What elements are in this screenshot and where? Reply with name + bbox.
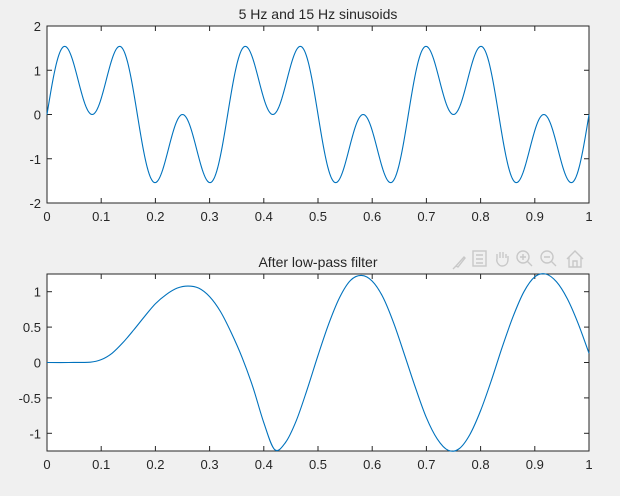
bottom-x-tick-label: 1 (585, 457, 592, 472)
top-x-tick-label: 0.1 (92, 209, 110, 224)
top-y-tick-label: 1 (34, 63, 41, 78)
bottom-x-tick-label: 0.4 (255, 457, 273, 472)
top-y-axis: -2 -1 0 1 2 (29, 19, 589, 211)
top-x-tick-label: 0.3 (201, 209, 219, 224)
bottom-x-tick-label: 0.2 (146, 457, 164, 472)
top-x-axis: 0 0.1 0.2 0.3 0.4 0.5 0.6 0.7 0.8 0.9 1 (43, 26, 593, 224)
bottom-y-tick-label: 0 (34, 356, 41, 371)
bottom-x-tick-label: 0.6 (363, 457, 381, 472)
bottom-series-line (46, 273, 590, 452)
bottom-x-tick-label: 0 (43, 457, 50, 472)
top-x-tick-label: 0.4 (255, 209, 273, 224)
pan-hand-icon[interactable] (496, 252, 509, 267)
bottom-y-tick-label: 0.5 (23, 320, 41, 335)
brush-icon[interactable] (452, 255, 466, 270)
bottom-axes[interactable]: After low-pass filter 0 0.1 0.2 0.3 0.4 0.5 0.… (19, 254, 593, 472)
axes-toolbar[interactable] (452, 250, 584, 270)
bottom-x-tick-label: 0.5 (309, 457, 327, 472)
bottom-y-tick-label: -0.5 (19, 391, 41, 406)
zoom-in-icon[interactable] (516, 250, 533, 267)
bottom-x-tick-label: 0.9 (526, 457, 544, 472)
top-axes[interactable]: 5 Hz and 15 Hz sinusoids 0 0.1 0.2 0.3 0.4 0.… (29, 6, 592, 224)
top-chart-title: 5 Hz and 15 Hz sinusoids (239, 6, 398, 22)
zoom-out-icon[interactable] (540, 250, 557, 267)
home-icon[interactable] (566, 250, 584, 268)
bottom-x-tick-label: 0.1 (92, 457, 110, 472)
bottom-x-tick-label: 0.7 (417, 457, 435, 472)
top-x-tick-label: 0.2 (146, 209, 164, 224)
top-y-tick-label: -2 (29, 196, 41, 211)
bottom-plot-area[interactable] (46, 273, 590, 452)
bottom-x-tick-label: 0.8 (472, 457, 490, 472)
top-series-line (46, 45, 590, 184)
insert-legend-icon[interactable] (472, 250, 487, 267)
top-y-tick-label: -1 (29, 152, 41, 167)
bottom-chart-title: After low-pass filter (258, 254, 377, 270)
top-x-tick-label: 0.5 (309, 209, 327, 224)
top-x-tick-label: 0.6 (363, 209, 381, 224)
top-x-tick-label: 0.9 (526, 209, 544, 224)
bottom-x-axis: 0 0.1 0.2 0.3 0.4 0.5 0.6 0.7 0.8 0.9 1 (43, 274, 593, 472)
top-x-tick-label: 0 (43, 209, 50, 224)
bottom-x-tick-label: 0.3 (201, 457, 219, 472)
top-y-tick-label: 0 (34, 108, 41, 123)
bottom-y-tick-label: -1 (29, 426, 41, 441)
top-x-tick-label: 1 (585, 209, 592, 224)
bottom-y-tick-label: 1 (34, 285, 41, 300)
top-x-tick-label: 0.7 (417, 209, 435, 224)
bottom-y-axis: -1 -0.5 0 0.5 1 (19, 285, 589, 441)
top-x-tick-label: 0.8 (472, 209, 490, 224)
top-y-tick-label: 2 (34, 19, 41, 34)
